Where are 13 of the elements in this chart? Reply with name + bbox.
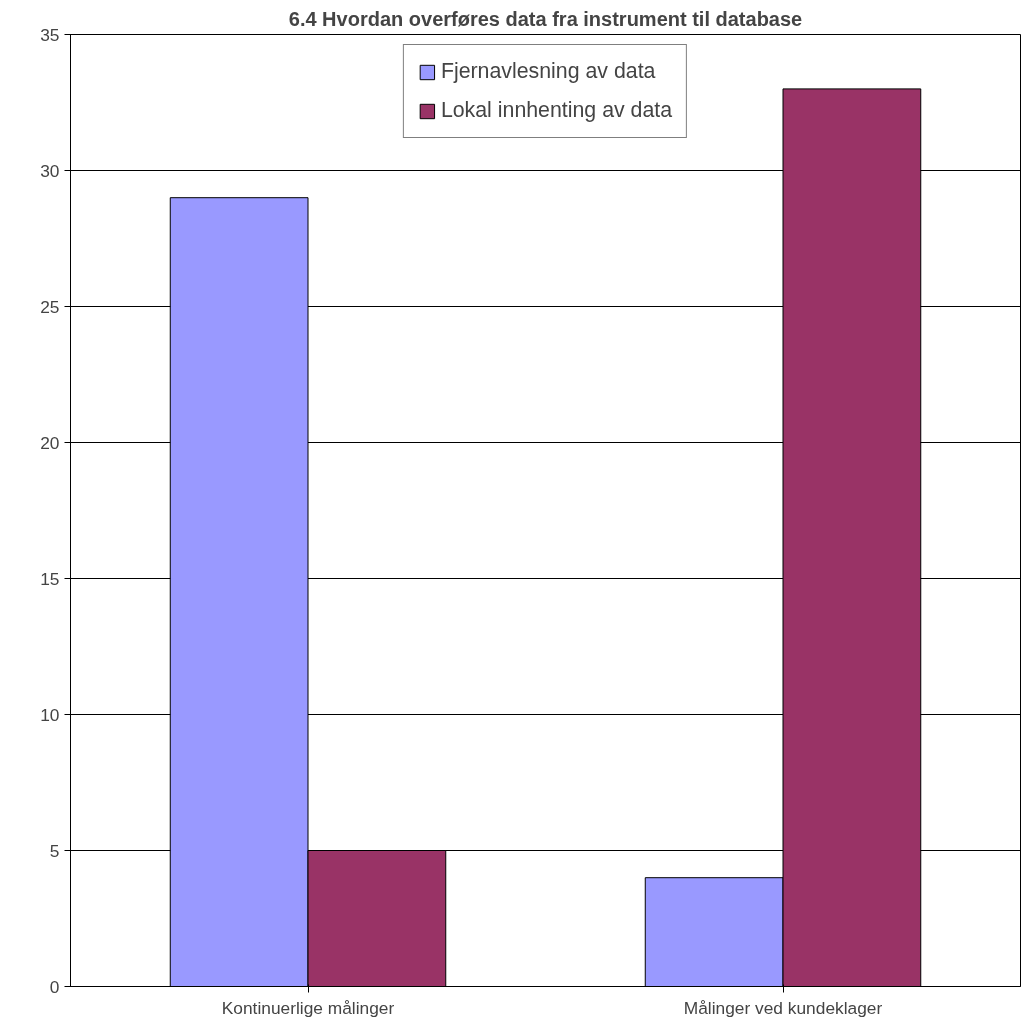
legend-label: Lokal innhenting av data [440, 98, 673, 123]
y-tick-label: 25 [40, 296, 60, 317]
y-tick-label: 0 [49, 976, 60, 997]
y-tick-label: 5 [49, 840, 60, 861]
y-tick-label: 10 [40, 704, 60, 725]
y-tick-label: 35 [40, 24, 60, 45]
x-tick-label: Målinger ved kundeklager [683, 997, 883, 1018]
x-tick-label: Kontinuerlige målinger [221, 997, 395, 1018]
y-tick-label: 20 [40, 432, 60, 453]
chart-title: 6.4 Hvordan overføres data fra instrument til database [288, 7, 803, 30]
y-tick-label: 30 [40, 160, 60, 181]
legend-label: Fjernavlesning av data [440, 59, 656, 84]
y-tick-label: 15 [40, 568, 60, 589]
